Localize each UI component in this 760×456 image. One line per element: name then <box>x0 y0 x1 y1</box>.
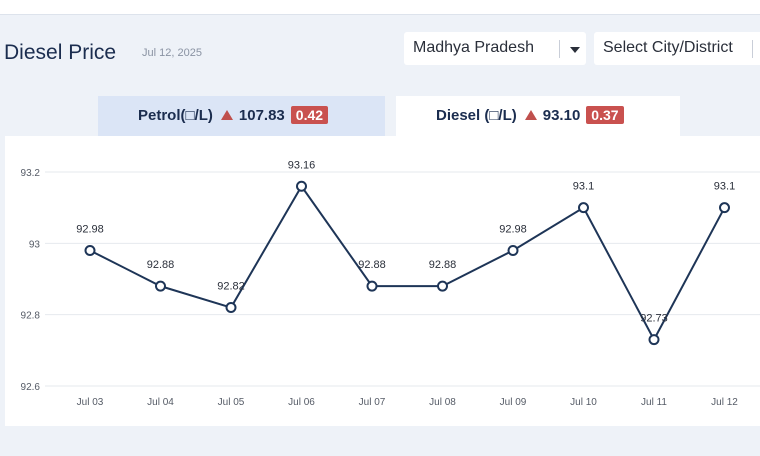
select-separator <box>559 40 560 58</box>
tab-diesel[interactable]: Diesel (□/L) 93.10 0.37 <box>396 96 680 137</box>
x-tick-label: Jul 12 <box>711 397 738 408</box>
select-separator <box>752 40 753 58</box>
price-up-icon <box>524 110 537 120</box>
price-up-icon <box>220 110 233 120</box>
top-strip <box>0 0 760 14</box>
top-divider <box>0 14 760 15</box>
data-label: 92.88 <box>429 259 457 271</box>
data-label: 92.73 <box>640 313 668 325</box>
chevron-down-icon[interactable] <box>570 47 580 53</box>
data-point <box>719 202 730 214</box>
diesel-change-badge: 0.37 <box>586 106 624 124</box>
data-label: 92.88 <box>147 259 175 271</box>
data-label: 93.1 <box>714 181 735 193</box>
x-tick-label: Jul 05 <box>218 397 245 408</box>
y-tick-label: 92.8 <box>21 311 41 322</box>
state-select[interactable]: Madhya Pradesh <box>404 32 586 65</box>
data-label: 93.16 <box>288 159 316 171</box>
data-label: 92.88 <box>358 259 386 271</box>
data-point <box>366 280 378 292</box>
x-tick-label: Jul 07 <box>359 397 386 408</box>
city-select-value: Select City/District <box>603 39 733 56</box>
x-tick-label: Jul 06 <box>288 397 315 408</box>
x-tick-label: Jul 03 <box>77 397 104 408</box>
tab-petrol[interactable]: Petrol(□/L) 107.83 0.42 <box>98 96 385 136</box>
price-line-chart: 93.2 93 92.8 92.6 Jul 03 Jul 04 Jul 05 Jul 06 Ju… <box>21 159 760 408</box>
y-tick-label: 92.6 <box>21 382 41 393</box>
data-point <box>296 180 307 192</box>
data-point <box>648 334 660 346</box>
data-point <box>84 244 96 256</box>
state-select-value: Madhya Pradesh <box>413 39 534 56</box>
data-label: 93.1 <box>573 181 594 193</box>
city-select[interactable]: Select City/District <box>594 32 760 65</box>
chart-card: 93.2 93 92.8 92.6 Jul 03 Jul 04 Jul 05 Jul 06 Ju… <box>5 136 760 426</box>
data-label: 92.82 <box>217 281 245 293</box>
tab-diesel-label: Diesel (□/L) <box>436 106 517 124</box>
data-point <box>437 280 448 292</box>
data-point <box>155 280 166 292</box>
x-tick-label: Jul 04 <box>147 397 174 408</box>
data-point <box>507 244 519 256</box>
diesel-price: 93.10 <box>542 106 581 124</box>
page-title: Diesel Price <box>4 41 117 64</box>
y-tick-label: 93 <box>29 239 41 250</box>
series-line <box>89 184 726 342</box>
x-tick-label: Jul 09 <box>500 397 527 408</box>
y-tick-label: 93.2 <box>21 168 41 179</box>
data-point <box>225 302 237 314</box>
data-point <box>578 202 589 214</box>
x-tick-label: Jul 11 <box>641 397 667 408</box>
tab-petrol-label: Petrol(□/L) <box>138 106 213 124</box>
data-label: 92.98 <box>76 223 104 235</box>
data-label: 92.98 <box>499 223 527 235</box>
x-tick-label: Jul 08 <box>429 397 456 408</box>
petrol-price: 107.83 <box>238 106 285 124</box>
price-date: Jul 12, 2025 <box>142 47 202 59</box>
x-tick-label: Jul 10 <box>570 397 597 408</box>
petrol-change-badge: 0.42 <box>290 106 329 124</box>
